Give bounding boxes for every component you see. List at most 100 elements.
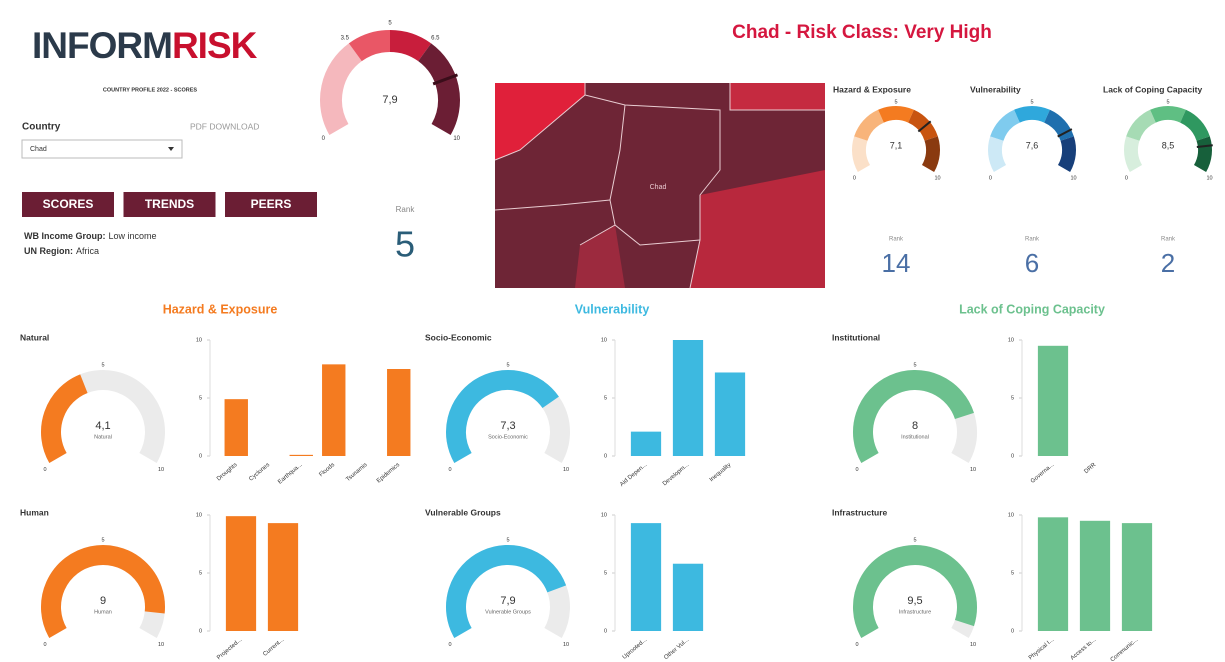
panel-title: Vulnerable Groups	[425, 507, 501, 517]
x-tick-label: DRR	[1083, 462, 1097, 475]
gauge-band	[1126, 109, 1157, 142]
gauge-name: Institutional	[901, 434, 929, 440]
y-tick-label: 10	[1008, 512, 1014, 518]
section-title: Vulnerability	[575, 302, 650, 316]
gauge-tick-label: 10	[1071, 175, 1077, 181]
gauge-band	[854, 109, 885, 142]
gauge-tick-label: 5	[913, 537, 916, 543]
gauge-fill	[446, 545, 567, 638]
map-region	[690, 170, 825, 288]
gauge-tick-label: 5	[1166, 99, 1169, 105]
map-border	[729, 83, 825, 111]
nav-button[interactable]	[123, 192, 216, 217]
gauge-tick-label: 0	[1125, 175, 1128, 181]
select-arrow[interactable]	[168, 147, 174, 151]
gauge-fill	[41, 374, 88, 463]
nav-button[interactable]	[225, 192, 317, 217]
y-tick-label: 10	[196, 512, 202, 518]
gauge-band	[990, 109, 1021, 142]
nav-button-label[interactable]: TRENDS	[145, 197, 194, 211]
gauge-tick-label: 10	[158, 467, 164, 473]
gauge-value: 7,9	[382, 94, 397, 106]
section-title: Hazard & Exposure	[163, 302, 278, 316]
nav-button-label[interactable]: PEERS	[251, 197, 292, 211]
gauge-value: 7,1	[890, 140, 903, 150]
panel-title: Natural	[20, 332, 49, 342]
gauge-tick-label: 0	[855, 467, 858, 473]
gauge-fill	[41, 545, 165, 638]
gauge-tick-label: 10	[1207, 175, 1213, 181]
bar	[224, 399, 248, 456]
y-tick-label: 10	[601, 337, 607, 343]
logo-risk: RISK	[172, 25, 258, 66]
y-tick-label: 5	[1011, 570, 1014, 576]
gauge-band	[1043, 109, 1074, 142]
rank-label: Rank	[1161, 237, 1176, 243]
x-tick-label: Droughts	[216, 462, 239, 482]
x-tick-label: Other Vul...	[663, 637, 690, 661]
section-title: Lack of Coping Capacity	[959, 302, 1105, 316]
nav-button[interactable]	[22, 192, 114, 217]
gauge-value: 8	[912, 420, 918, 432]
info-value: Low income	[109, 231, 157, 241]
rank-label: Rank	[396, 205, 416, 214]
gauge-value: 7,6	[1026, 140, 1039, 150]
panel-title: Institutional	[832, 332, 880, 342]
rank-label: Rank	[889, 237, 904, 243]
gauge-value: 7,9	[500, 595, 515, 607]
gauge-tick-label: 0	[855, 642, 858, 648]
gauge-tick-label: 5	[894, 99, 897, 105]
map-label: Chad	[650, 184, 667, 191]
gauge-tick-label: 5	[1030, 99, 1033, 105]
dimension-title: Hazard & Exposure	[833, 84, 911, 94]
bar	[714, 372, 746, 456]
gauge-name: Socio-Economic	[488, 434, 528, 440]
y-tick-label: 0	[1011, 453, 1014, 459]
gauge-tick-label: 10	[970, 467, 976, 473]
y-tick-label: 10	[601, 512, 607, 518]
gauge-tick-label: 0	[448, 642, 451, 648]
logo-inform: INFORM	[32, 25, 172, 66]
gauge-band	[921, 136, 940, 172]
gauge-marker	[1057, 128, 1073, 138]
gauge-tick-label: 10	[453, 136, 460, 142]
gauge-value: 4,1	[95, 420, 110, 432]
gauge-band	[348, 30, 391, 62]
map-border	[494, 94, 586, 161]
select-value[interactable]: Chad	[30, 146, 47, 153]
bar	[672, 340, 704, 456]
panel-title: Infrastructure	[832, 507, 888, 517]
gauge-band	[389, 30, 432, 62]
gauge-band	[1193, 136, 1212, 172]
gauge-name: Infrastructure	[899, 609, 931, 615]
rank-value: 14	[882, 248, 911, 278]
subtitle: COUNTRY PROFILE 2022 - SCORES	[103, 87, 197, 93]
gauge-tick-label: 0	[853, 175, 856, 181]
rank-value: 2	[1161, 248, 1175, 278]
gauge-tick-label: 0	[448, 467, 451, 473]
gauge-tick-label: 6.5	[431, 35, 440, 41]
gauge-value: 8,5	[1162, 140, 1175, 150]
map: Chad	[494, 83, 825, 289]
bar	[387, 369, 411, 456]
y-tick-label: 5	[1011, 395, 1014, 401]
pdf-download[interactable]: PDF DOWNLOAD	[190, 121, 259, 131]
country-select[interactable]: Chad	[21, 139, 183, 159]
y-tick-label: 5	[199, 570, 202, 576]
nav-button-label[interactable]: SCORES	[43, 197, 94, 211]
gauge-tick-label: 5	[101, 537, 104, 543]
y-tick-label: 0	[604, 628, 607, 634]
panel-title: Human	[20, 507, 49, 517]
gauge-band	[417, 43, 460, 135]
gauge-tick-label: 10	[158, 642, 164, 648]
gauge-tick-label: 0	[322, 136, 326, 142]
x-tick-label: Inequality	[709, 462, 733, 483]
gauge-fill	[853, 545, 977, 638]
bar	[289, 454, 313, 456]
dimension-title: Vulnerability	[970, 84, 1021, 94]
select-box[interactable]	[21, 139, 183, 159]
gauge-tick-label: 5	[101, 362, 104, 368]
bar	[672, 563, 704, 631]
gauge-fill	[446, 370, 559, 463]
